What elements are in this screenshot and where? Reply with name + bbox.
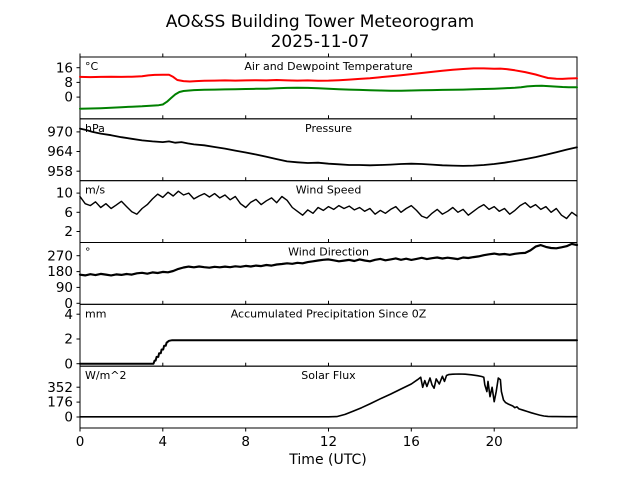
x-axis: 0 4 8 12 16 20 bbox=[76, 428, 503, 450]
y-tick-label: 2 bbox=[64, 224, 73, 240]
y-tick-label: 16 bbox=[56, 60, 73, 76]
series-air-temperature bbox=[79, 67, 578, 83]
panel-wind-speed: 2 6 10 m/s Wind Speed bbox=[56, 177, 578, 243]
y-tick-label: 0 bbox=[64, 356, 73, 372]
x-axis-title: Time (UTC) bbox=[288, 452, 366, 468]
x-tick-label: 20 bbox=[486, 434, 503, 450]
panel-title: Wind Speed bbox=[296, 184, 362, 197]
y-tick-label: 8 bbox=[64, 75, 73, 91]
y-tick-label: 4 bbox=[64, 307, 73, 323]
panel-title: Solar Flux bbox=[301, 369, 356, 382]
series-solar-flux bbox=[79, 373, 578, 418]
chart-title: AO&SS Building Tower Meteorogram bbox=[166, 12, 474, 32]
unit-label: °C bbox=[85, 60, 99, 73]
y-tick-label: 6 bbox=[64, 205, 73, 221]
series-accumulated-precipitation bbox=[79, 339, 578, 365]
unit-label: ° bbox=[85, 246, 91, 259]
x-tick-label: 8 bbox=[241, 434, 250, 450]
series-wind-speed bbox=[79, 190, 578, 220]
y-tick-label: 352 bbox=[47, 380, 73, 396]
panel-title: Air and Dewpoint Temperature bbox=[244, 60, 412, 73]
y-tick-label: 958 bbox=[47, 164, 73, 180]
y-tick-label: 0 bbox=[64, 296, 73, 312]
x-tick-label: 0 bbox=[76, 434, 85, 450]
x-tick-label: 4 bbox=[159, 434, 168, 450]
y-tick-label: 964 bbox=[47, 144, 73, 160]
panel-pressure: 958 964 970 hPa Pressure bbox=[47, 115, 578, 182]
panel-title: Accumulated Precipitation Since 0Z bbox=[231, 307, 427, 320]
x-tick-label: 12 bbox=[320, 434, 337, 450]
series-wind-direction bbox=[78, 242, 579, 277]
y-tick-label: 0 bbox=[64, 90, 73, 106]
y-tick-label: 180 bbox=[47, 264, 73, 280]
y-tick-label: 2 bbox=[64, 332, 73, 348]
series-dewpoint-temperature bbox=[79, 84, 578, 110]
y-tick-label: 10 bbox=[56, 186, 73, 202]
y-tick-label: 176 bbox=[47, 395, 73, 411]
series-pressure bbox=[79, 127, 578, 167]
chart-subtitle: 2025-11-07 bbox=[271, 32, 370, 52]
y-tick-label: 90 bbox=[56, 280, 73, 296]
unit-label: hPa bbox=[85, 122, 105, 135]
x-tick-label: 16 bbox=[403, 434, 420, 450]
y-tick-label: 0 bbox=[64, 410, 73, 426]
panel-title: Pressure bbox=[305, 122, 352, 135]
panel-title: Wind Direction bbox=[288, 246, 369, 259]
y-tick-label: 270 bbox=[47, 248, 73, 264]
unit-label: mm bbox=[85, 307, 106, 320]
unit-label: W/m^2 bbox=[85, 369, 127, 382]
unit-label: m/s bbox=[85, 184, 105, 197]
y-tick-label: 970 bbox=[47, 125, 73, 141]
